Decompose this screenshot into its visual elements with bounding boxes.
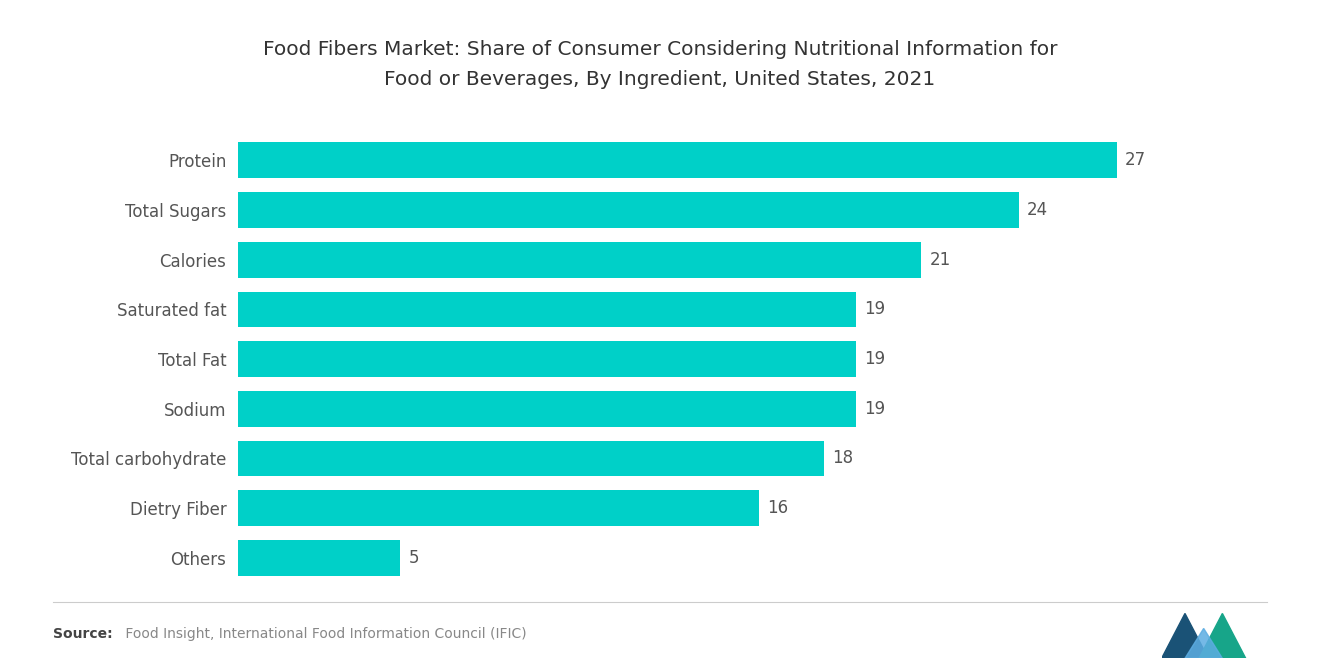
Bar xyxy=(238,540,400,576)
Bar xyxy=(238,242,921,277)
Text: 19: 19 xyxy=(865,301,886,319)
Bar xyxy=(238,341,857,377)
Text: 19: 19 xyxy=(865,400,886,418)
Text: 19: 19 xyxy=(865,350,886,368)
Polygon shape xyxy=(1199,613,1246,658)
Text: 27: 27 xyxy=(1125,152,1146,170)
Text: Food or Beverages, By Ingredient, United States, 2021: Food or Beverages, By Ingredient, United… xyxy=(384,70,936,89)
Text: 16: 16 xyxy=(767,499,788,517)
Bar xyxy=(238,142,1117,178)
Bar xyxy=(238,391,857,427)
Polygon shape xyxy=(1162,613,1208,658)
Bar xyxy=(238,192,1019,228)
Text: 24: 24 xyxy=(1027,201,1048,219)
Bar xyxy=(238,441,824,476)
Text: 21: 21 xyxy=(929,251,950,269)
Bar xyxy=(238,291,857,327)
Text: Source:: Source: xyxy=(53,627,112,642)
Text: 18: 18 xyxy=(832,450,853,467)
Text: Food Insight, International Food Information Council (IFIC): Food Insight, International Food Informa… xyxy=(121,627,527,642)
Text: 5: 5 xyxy=(409,549,418,567)
Text: Food Fibers Market: Share of Consumer Considering Nutritional Information for: Food Fibers Market: Share of Consumer Co… xyxy=(263,40,1057,59)
Polygon shape xyxy=(1185,628,1222,658)
Bar xyxy=(238,490,759,526)
